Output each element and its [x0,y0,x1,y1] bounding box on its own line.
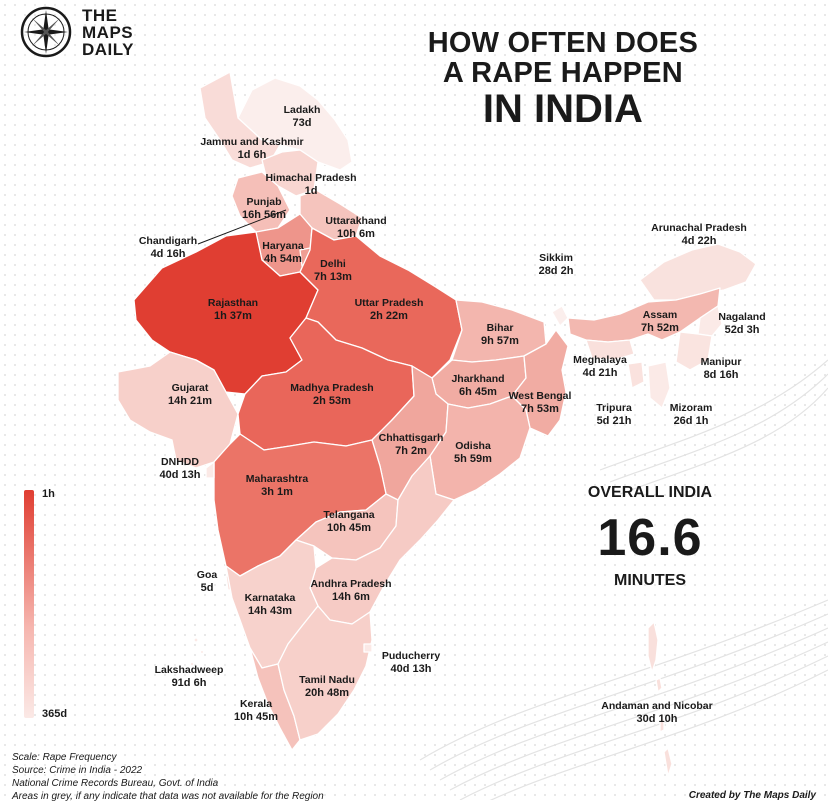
overall-unit: MINUTES [614,572,686,589]
label-andaman-nicobar: Andaman and Nicobar 30d 10h [601,700,713,725]
label-tamil-nadu: Tamil Nadu 20h 48m [299,674,355,699]
footer-agency: National Crime Records Bureau, Govt. of … [12,778,219,789]
brand-line-1: THE [82,5,118,25]
label-chhattisgarh: Chhattisgarh 7h 2m [378,432,444,457]
label-ladakh: Ladakh 73d [283,104,321,129]
label-kerala: Kerala 10h 45m [233,698,279,723]
label-tripura: Tripura 5d 21h [596,402,632,427]
label-jammu-kashmir: Jammu and Kashmir 1d 6h [200,136,304,161]
region-ladakh [237,77,353,171]
label-delhi: Delhi 7h 13m [314,258,352,283]
region-tripura [627,361,645,389]
region-nagaland [697,305,723,337]
region-puducherry [363,643,373,653]
brand-line-3: DAILY [82,39,134,59]
label-uttarakhand: Uttarakhand 10h 6m [325,215,387,240]
label-telangana: Telangana 10h 45m [323,509,375,534]
overall-value: 16.6 [597,509,703,567]
label-odisha: Odisha 5h 59m [454,440,492,465]
region-arunachal [639,243,757,301]
region-meghalaya [585,339,635,361]
label-mizoram: Mizoram 26d 1h [669,402,713,427]
brand-logo: THE MAPS DAILY [18,4,134,60]
label-jharkhand: Jharkhand 6h 45m [451,373,505,398]
label-assam: Assam 7h 52m [641,309,679,334]
label-manipur: Manipur 8d 16h [700,356,742,381]
overall-label: OVERALL INDIA [587,484,713,501]
footer-notes: Scale: Rape Frequency Source: Crime in I… [12,751,324,803]
chandigarh-pointer [197,209,287,245]
region-manipur [675,331,713,371]
region-andaman-nicobar [647,621,673,777]
label-punjab: Punjab 16h 56m [241,196,287,221]
label-maharashtra: Maharashtra 3h 1m [245,473,309,498]
title-line-1: HOW OFTEN DOES [427,27,698,59]
credit-text: Created by The Maps Daily [688,790,816,801]
label-rajasthan: Rajasthan 1h 37m [207,297,259,322]
label-sikkim: Sikkim 28d 2h [538,252,574,277]
label-madhya-pradesh: Madhya Pradesh 2h 53m [290,382,374,407]
label-lakshadweep: Lakshadweep 91d 6h [154,664,224,689]
label-haryana: Haryana 4h 54m [262,240,304,265]
title-line-3: IN INDIA [482,87,643,131]
label-himachal: Himachal Pradesh 1d [265,172,357,197]
label-gujarat: Gujarat 14h 21m [167,382,213,407]
region-mizoram [647,361,671,409]
label-andhra-pradesh: Andhra Pradesh 14h 6m [310,578,392,603]
brand-line-2: MAPS [82,22,134,42]
label-uttar-pradesh: Uttar Pradesh 2h 22m [354,297,424,322]
label-nagaland: Nagaland 52d 3h [718,311,766,336]
label-chandigarh: Chandigarh 4d 16h [138,235,198,260]
footer-source: Source: Crime in India - 2022 [12,765,143,776]
legend-min-label: 1h [42,488,55,500]
footer-note: Areas in grey, if any indicate that data… [12,791,324,802]
label-bihar: Bihar 9h 57m [481,322,519,347]
label-meghalaya: Meghalaya 4d 21h [573,354,627,379]
legend-color-scale [24,490,34,718]
label-karnataka: Karnataka 14h 43m [244,592,296,617]
label-dnhdd: DNHDD 40d 13h [159,456,201,481]
label-puducherry: Puducherry 40d 13h [381,650,441,675]
title-line-2: A RAPE HAPPEN [442,57,683,89]
page-title: HOW OFTEN DOES A RAPE HAPPEN IN INDIA [428,28,698,130]
footer-scale: Scale: Rape Frequency [12,752,117,763]
region-dnhdd [205,461,215,479]
region-lakshadweep [189,637,205,667]
compass-icon [20,6,72,58]
region-sikkim [551,305,569,327]
region-tamil-nadu [277,605,373,741]
legend-max-label: 365d [42,708,68,720]
label-west-bengal: West Bengal 7h 53m [508,390,572,415]
label-arunachal: Arunachal Pradesh 4d 22h [651,222,747,247]
label-goa: Goa 5d [196,569,218,594]
